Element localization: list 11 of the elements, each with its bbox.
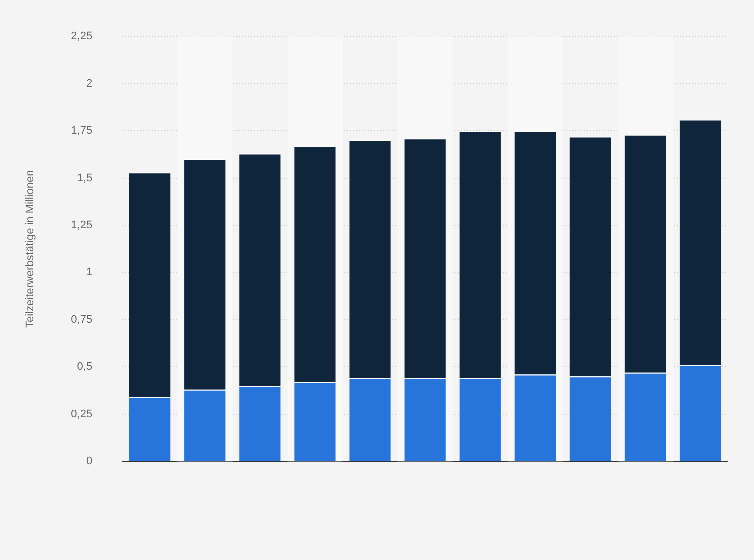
y-tick-label: 2 [86,78,93,90]
y-tick-label: 1,75 [71,125,93,138]
y-tick-label: 0,75 [71,314,93,326]
y-axis-title: Teilzeiterwerbstätige in Millionen [24,170,37,328]
y-tick-label: 1,5 [77,172,93,184]
y-tick-label: 2,25 [71,30,93,43]
y-tick-label: 0,5 [77,361,93,374]
y-tick-label: 1 [86,266,93,279]
y-tick-label: 1,25 [71,220,93,232]
y-tick-label: 0,25 [71,408,93,420]
y-tick-label: 0 [86,456,93,468]
